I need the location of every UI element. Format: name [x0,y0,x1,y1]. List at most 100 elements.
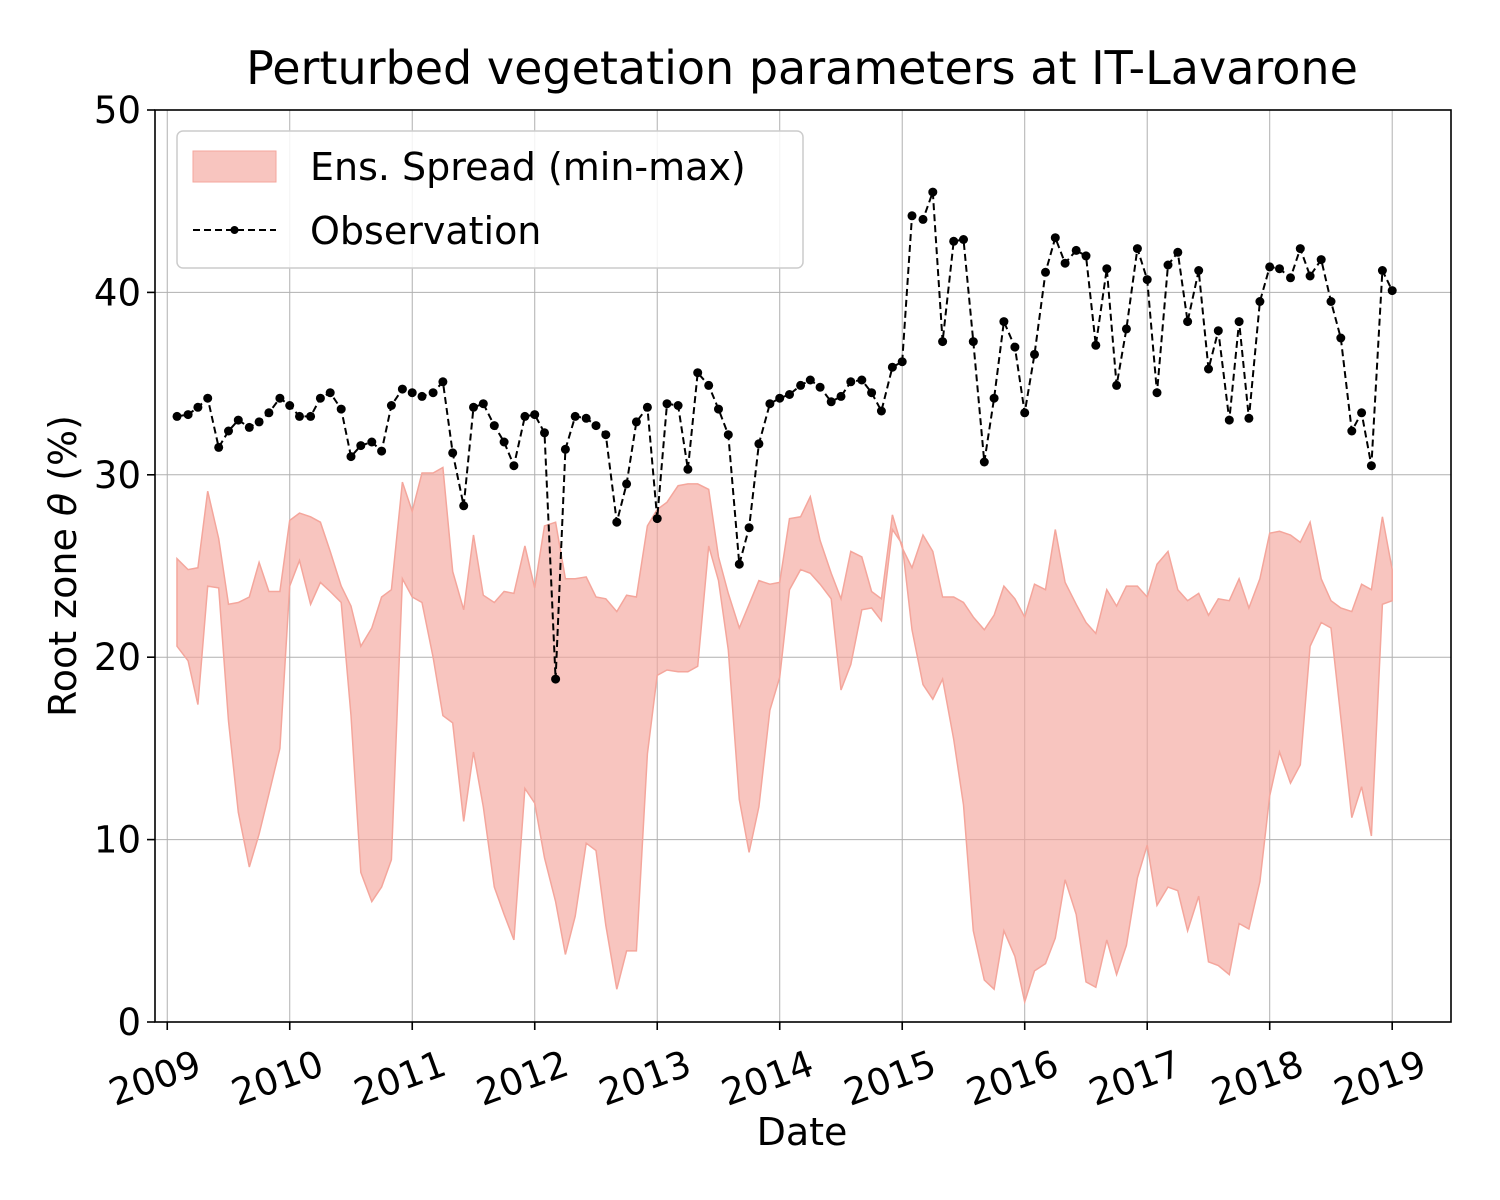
observation-point [857,375,867,385]
observation-point [704,380,714,390]
observation-point [1295,244,1305,254]
observation-point [805,375,815,385]
observation-point [295,411,304,421]
observation-point [765,399,775,409]
observation-point [754,439,764,449]
observation-point [876,406,886,416]
observation-point [172,411,182,421]
observation-point [509,461,519,471]
observation-point [224,426,233,436]
observation-point [448,448,458,458]
observation-point [459,501,469,511]
observation-point [1194,266,1204,275]
legend-observation-label: Observation [310,209,541,253]
observation-point [1255,297,1265,306]
observation-point [1377,266,1387,275]
observation-point [193,402,203,412]
observation-point [631,417,641,427]
observation-point [1316,255,1326,265]
observation-point [233,415,243,425]
observation-point [275,393,285,403]
observation-point [478,399,488,409]
observation-point [928,187,938,197]
observation-point [683,464,693,474]
observation-point [325,388,335,398]
observation-point [591,421,601,431]
observation-point [499,437,509,447]
legend-spread-swatch [192,150,277,183]
observation-point [642,402,652,412]
observation-point [1183,317,1193,327]
observation-point [1152,388,1162,398]
observation-point [815,382,825,392]
observation-point [377,446,387,456]
observation-point [846,377,856,387]
observation-point [1102,264,1112,274]
observation-point [1347,426,1357,436]
observation-point [1326,297,1336,306]
y-tick-label: 50 [94,89,141,132]
observation-point [989,393,999,403]
observation-point [520,411,530,421]
observation-point [285,401,295,410]
observation-point [1234,317,1244,327]
observation-point [662,399,672,409]
observation-point [1060,258,1070,268]
observation-point [1030,349,1039,359]
observation-point [979,457,989,467]
observation-point [734,559,744,569]
observation-point [367,437,377,447]
y-tick-label: 10 [94,819,141,862]
observation-point [306,411,316,421]
observation-point [959,235,968,244]
observation-point [1081,251,1091,261]
observation-point [612,517,622,527]
observation-point [1286,273,1295,283]
observation-point [744,523,754,533]
observation-point [264,408,274,418]
observation-point [867,388,877,398]
observation-point [714,404,723,414]
observation-point [1204,364,1213,374]
observation-point [551,674,561,684]
observation-point [428,388,438,398]
observation-point [469,402,478,412]
ensemble-spread [176,466,1393,1005]
observation-point [1020,408,1030,418]
observation-point [826,397,836,407]
observation-point [601,430,611,440]
legend-spread-label: Ens. Spread (min-max) [310,145,746,189]
observation-point [438,377,448,387]
observation-point [1112,380,1122,390]
observation-point [796,380,806,390]
observation-point [1163,260,1173,270]
chart-title: Perturbed vegetation parameters at IT-La… [246,41,1358,95]
observation-point [203,393,213,403]
observation-point [1244,413,1254,423]
observation-point [346,452,356,462]
observation-point [386,401,396,410]
observation-point [183,410,193,420]
observation-point [836,391,846,401]
observation-point [570,411,580,421]
observation-point [673,401,683,410]
observation-point [581,413,591,423]
observation-point [1071,245,1081,255]
observation-point [489,421,499,431]
observation-point [938,337,948,347]
observation-point [1265,262,1275,272]
y-tick-label: 0 [117,1001,141,1044]
y-tick-label: 40 [94,271,141,314]
observation-point [1010,342,1020,352]
observation-point [887,362,897,372]
observation-point [1213,326,1223,336]
legend-observation-marker [230,226,239,234]
y-tick-label: 20 [94,636,141,679]
observation-point [417,391,427,401]
observation-point [1336,333,1346,343]
observation-point [723,430,733,440]
observation-point [918,214,928,224]
legend-box [176,130,804,269]
observation-point [775,393,785,403]
